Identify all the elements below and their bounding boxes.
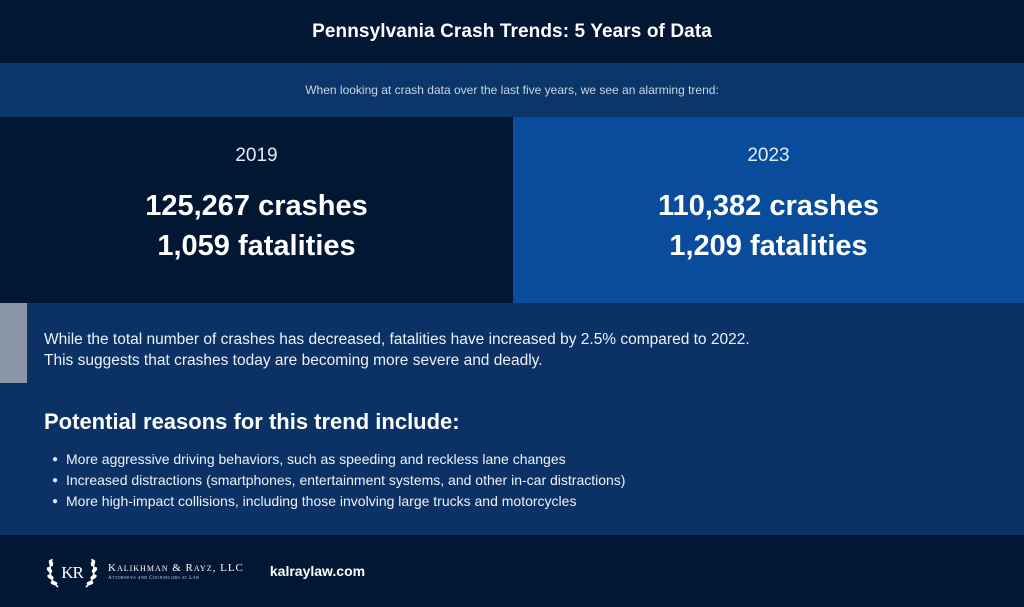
stat-year: 2023 xyxy=(747,145,790,166)
page-subtitle: When looking at crash data over the last… xyxy=(305,83,719,97)
firm-logo-text: Kalikhman & Rayz, LLC Attorneys and Coun… xyxy=(108,562,244,581)
stat-fatalities: 1,059 fatalities xyxy=(157,230,356,262)
reasons-heading: Potential reasons for this trend include… xyxy=(44,409,460,434)
firm-name: Kalikhman & Rayz, LLC xyxy=(108,561,244,574)
website-link[interactable]: kalraylaw.com xyxy=(269,563,366,579)
page-title: Pennsylvania Crash Trends: 5 Years of Da… xyxy=(312,20,712,42)
footer: KR Kalikhman & Rayz, LLC Attorneys and C… xyxy=(0,535,1024,607)
list-item-text: Increased distractions (smartphones, ent… xyxy=(66,472,626,488)
subtitle-bar: When looking at crash data over the last… xyxy=(0,63,1024,117)
list-item-text: More aggressive driving behaviors, such … xyxy=(66,451,566,467)
svg-text:KR: KR xyxy=(61,563,84,582)
stat-crashes: 110,382 crashes xyxy=(658,190,879,222)
stat-fatalities: 1,209 fatalities xyxy=(669,230,868,262)
bullet-icon: ● xyxy=(52,475,59,486)
title-bar: Pennsylvania Crash Trends: 5 Years of Da… xyxy=(0,0,1024,63)
stat-year: 2019 xyxy=(235,145,278,166)
laurel-monogram-icon: KR xyxy=(44,551,100,591)
bullet-icon: ● xyxy=(52,496,59,507)
stat-card-2019: 2019 125,267 crashes 1,059 fatalities xyxy=(0,117,513,303)
trend-note-line: This suggests that crashes today are bec… xyxy=(44,352,543,369)
list-item: ● More high-impact collisions, including … xyxy=(44,491,625,512)
firm-logo[interactable]: KR Kalikhman & Rayz, LLC Attorneys and C… xyxy=(44,551,244,591)
note-accent-bar xyxy=(0,303,27,383)
stat-crashes: 125,267 crashes xyxy=(145,190,368,222)
stat-card-2023: 2023 110,382 crashes 1,209 fatalities xyxy=(513,117,1024,303)
bullet-icon: ● xyxy=(52,454,59,465)
trend-note-line: While the total number of crashes has de… xyxy=(44,331,750,348)
list-item-text: More high-impact collisions, including t… xyxy=(66,493,577,509)
list-item: ● Increased distractions (smartphones, en… xyxy=(44,470,625,491)
trend-note: While the total number of crashes has de… xyxy=(44,329,750,371)
body-area: While the total number of crashes has de… xyxy=(0,303,1024,535)
list-item: ● More aggressive driving behaviors, such… xyxy=(44,449,625,470)
stats-panel: 2019 125,267 crashes 1,059 fatalities 20… xyxy=(0,117,1024,303)
reasons-list: ● More aggressive driving behaviors, such… xyxy=(44,449,625,512)
firm-tagline: Attorneys and Counselors at Law xyxy=(108,575,200,581)
